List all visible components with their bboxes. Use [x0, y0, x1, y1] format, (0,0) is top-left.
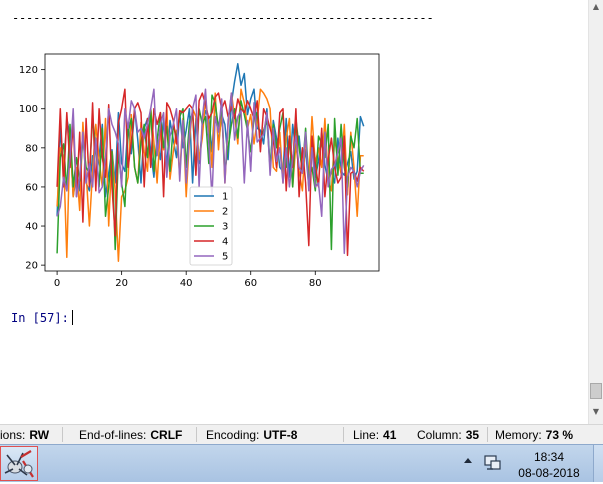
- status-bar: ions: RW End-of-lines: CRLF Encoding: UTF-8…: [0, 424, 603, 444]
- status-permissions: ions: RW: [0, 428, 50, 442]
- output-separator: ----------------------------------------…: [12, 11, 434, 25]
- axes-frame: [44, 53, 380, 272]
- y-tick-label: 80: [25, 143, 38, 154]
- clock-date[interactable]: 08-08-2018: [518, 466, 580, 480]
- x-tick-label: 20: [115, 278, 128, 289]
- status-line: Line: 41: [353, 428, 397, 442]
- y-tick-label: 60: [25, 182, 38, 193]
- status-eol: End-of-lines: CRLF: [79, 428, 183, 442]
- x-tick-label: 0: [54, 278, 60, 289]
- show-desktop-button[interactable]: [593, 445, 603, 482]
- x-tick-label: 80: [309, 278, 322, 289]
- y-tick-label: 120: [19, 65, 38, 76]
- text-cursor: [71, 310, 73, 325]
- series-line-3: [56, 94, 364, 254]
- y-tick-label: 20: [25, 261, 38, 272]
- scroll-up-arrow-icon[interactable]: ▲: [592, 2, 600, 11]
- ipython-console[interactable]: ----------------------------------------…: [0, 0, 588, 424]
- input-prompt[interactable]: In [57]:: [11, 310, 73, 325]
- status-column: Column: 35: [417, 428, 480, 442]
- tray-overflow-icon[interactable]: [464, 458, 472, 463]
- legend-label-5: 5: [222, 252, 228, 263]
- clock-time[interactable]: 18:34: [533, 450, 565, 464]
- spyder-icon[interactable]: [0, 446, 38, 481]
- status-encoding: Encoding: UTF-8: [206, 428, 298, 442]
- vertical-scrollbar[interactable]: ▲ ▼: [588, 0, 603, 424]
- x-tick-label: 40: [180, 278, 193, 289]
- windows-taskbar: 18:34 08-08-2018: [0, 444, 603, 482]
- prompt-label: In [57]:: [11, 311, 69, 325]
- network-icon[interactable]: [484, 455, 502, 472]
- x-tick-label: 60: [244, 278, 257, 289]
- legend-label-3: 3: [222, 222, 228, 233]
- y-tick-label: 100: [19, 104, 38, 115]
- status-memory: Memory: 73 %: [495, 428, 574, 442]
- legend-label-4: 4: [222, 237, 228, 248]
- scroll-down-arrow-icon[interactable]: ▼: [592, 407, 600, 416]
- series-line-5: [56, 88, 365, 255]
- legend-label-1: 1: [222, 192, 228, 203]
- legend-label-2: 2: [222, 207, 228, 218]
- scroll-thumb[interactable]: [590, 383, 602, 399]
- series-line-2: [56, 88, 364, 262]
- y-tick-label: 40: [25, 222, 38, 233]
- matplotlib-figure: 0 20 40 60 80 20 40 60 80 100 120 1 2 3 4 5: [19, 53, 380, 289]
